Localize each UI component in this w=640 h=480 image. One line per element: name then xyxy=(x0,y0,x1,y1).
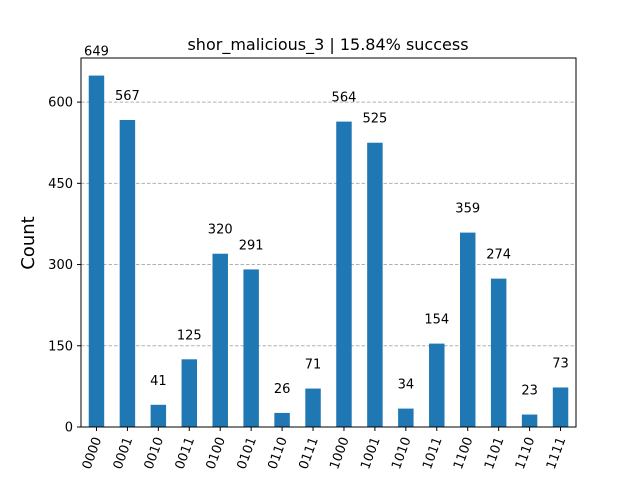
bar-value-label: 525 xyxy=(362,112,387,127)
bar-value-label: 564 xyxy=(332,91,357,106)
x-tick-label: 1001 xyxy=(358,435,383,471)
x-tick-label: 0110 xyxy=(265,435,290,471)
x-tick-label: 1100 xyxy=(451,435,476,471)
bar xyxy=(88,75,105,428)
bar xyxy=(274,412,290,427)
y-tick-label: 450 xyxy=(48,177,73,192)
x-tick-label: 0000 xyxy=(80,435,105,471)
bar-value-label: 291 xyxy=(239,238,264,253)
bar-value-label: 274 xyxy=(486,248,511,263)
bar xyxy=(212,253,228,427)
bar xyxy=(243,269,259,427)
x-tick-label: 0011 xyxy=(173,435,198,471)
bar xyxy=(336,121,352,428)
bar xyxy=(398,408,414,427)
y-tick-label: 150 xyxy=(48,339,73,354)
x-tick-label: 1101 xyxy=(482,435,507,471)
x-axis-ticks: 0000 0001 0010 0011 0100 0101 0110 0111 1000 1001… xyxy=(80,427,569,471)
y-tick-label: 600 xyxy=(48,96,73,111)
x-tick-label: 0010 xyxy=(142,435,167,471)
x-tick-label: 0111 xyxy=(296,435,321,471)
x-tick-label: 1110 xyxy=(513,435,538,471)
chart-title: shor_malicious_3 | 15.84% success xyxy=(187,35,468,55)
x-tick-label: 1011 xyxy=(420,435,445,471)
x-tick-label: 1000 xyxy=(327,435,352,471)
bar-value-label: 649 xyxy=(84,45,109,60)
x-tick-label: 1010 xyxy=(389,435,414,471)
bar xyxy=(521,414,538,427)
bar-value-label: 567 xyxy=(115,89,140,104)
x-tick-label: 0101 xyxy=(235,435,260,471)
bar-value-label: 320 xyxy=(208,223,233,238)
bar xyxy=(490,278,507,427)
plot-frame xyxy=(80,57,577,428)
bar-value-label: 154 xyxy=(424,313,449,328)
bar-value-label: 26 xyxy=(274,382,291,397)
bar xyxy=(429,343,445,427)
x-tick-label: 0100 xyxy=(204,435,229,471)
bar-value-label: 41 xyxy=(150,374,167,389)
bar xyxy=(552,387,569,427)
y-tick-label: 0 xyxy=(65,421,73,436)
bar-value-label: 73 xyxy=(552,356,569,371)
bars xyxy=(88,75,569,428)
y-axis-label: Count xyxy=(18,216,39,269)
bar xyxy=(150,404,167,427)
bar-value-label: 23 xyxy=(521,384,538,399)
bar-value-label: 125 xyxy=(177,328,202,343)
bar xyxy=(119,119,136,427)
bar xyxy=(367,142,383,427)
y-axis-ticks: 0 150 300 450 600 xyxy=(48,96,81,436)
x-tick-label: 0001 xyxy=(111,435,136,471)
x-tick-label: 1111 xyxy=(544,435,569,471)
bar xyxy=(181,359,198,427)
bar-value-label: 359 xyxy=(455,202,480,217)
bar-value-label: 34 xyxy=(398,378,415,393)
data-labels: 649 567 41 125 320 291 26 71 564 525 34 154 359 274 23… xyxy=(84,45,569,399)
y-tick-label: 300 xyxy=(48,258,73,273)
bar xyxy=(459,232,476,427)
bar xyxy=(305,388,321,427)
bar-value-label: 71 xyxy=(305,358,322,373)
